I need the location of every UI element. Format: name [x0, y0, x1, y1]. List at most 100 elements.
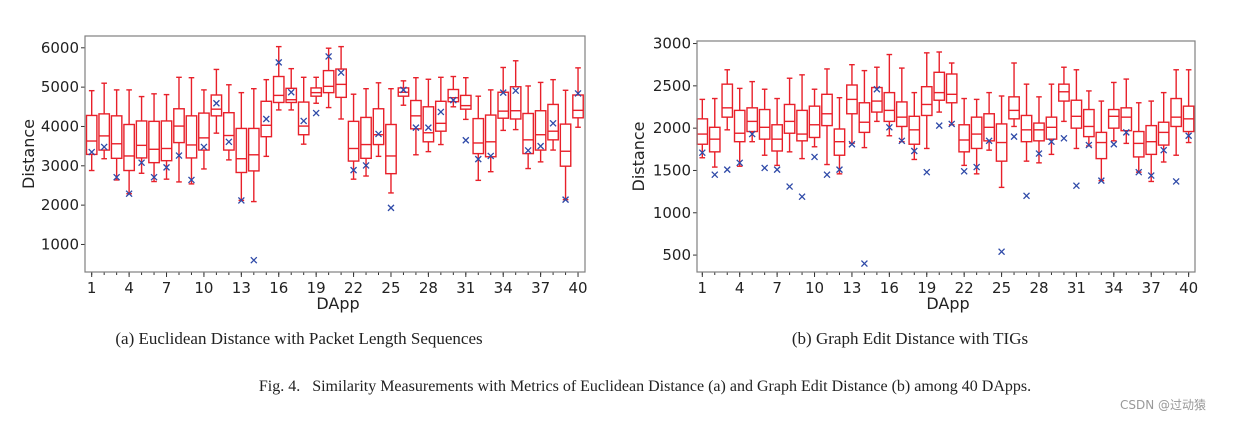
- box-dapp-22: [347, 93, 360, 180]
- x-tick-label: 22: [344, 279, 363, 297]
- box-iqr: [771, 124, 784, 152]
- mean-marker: [312, 109, 320, 117]
- box-iqr: [559, 123, 572, 167]
- box-dapp-38: [1157, 91, 1170, 163]
- box-iqr: [360, 116, 372, 160]
- box-iqr: [185, 115, 198, 159]
- mean-marker: [1122, 128, 1130, 136]
- box-dapp-28: [422, 78, 435, 153]
- y-tick-label: 1000: [653, 204, 691, 222]
- box-dapp-30: [1058, 66, 1070, 142]
- box-iqr: [920, 85, 933, 117]
- mean-marker: [362, 161, 370, 169]
- mean-marker: [200, 143, 208, 151]
- mean-marker: [462, 136, 470, 144]
- box-iqr: [160, 120, 173, 162]
- box-dapp-29: [1045, 83, 1058, 156]
- mean-marker: [175, 152, 183, 160]
- x-tick-label: 13: [232, 279, 251, 297]
- plot-frame: [84, 35, 586, 273]
- watermark: CSDN @过动猿: [1120, 397, 1206, 412]
- box-iqr: [1170, 97, 1183, 128]
- figure-caption: Fig. 4. Similarity Measurements with Met…: [259, 378, 1031, 395]
- x-tick-label: 19: [307, 279, 326, 297]
- box-iqr: [970, 116, 983, 150]
- x-tick-label: 31: [456, 279, 475, 297]
- box-dapp-36: [522, 85, 535, 170]
- box-dapp-4: [733, 87, 746, 167]
- box-dapp-38: [547, 78, 559, 151]
- mean-marker: [188, 176, 195, 184]
- x-tick-label: 40: [1179, 279, 1198, 297]
- box-iqr: [783, 103, 796, 134]
- mean-marker: [761, 164, 769, 172]
- box-dapp-25: [385, 88, 397, 212]
- x-axis-label: DApp: [316, 294, 359, 313]
- y-tick-label: 6000: [41, 39, 79, 57]
- box-iqr: [247, 127, 260, 172]
- box-iqr: [198, 112, 210, 151]
- mean-marker: [786, 183, 794, 190]
- box-iqr: [1132, 130, 1145, 158]
- box-dapp-7: [160, 93, 173, 180]
- box-dapp-37: [534, 81, 547, 163]
- mean-marker: [711, 171, 719, 179]
- box-iqr: [135, 120, 148, 159]
- x-tick-label: 22: [955, 279, 974, 297]
- y-tick-label: 500: [662, 246, 691, 264]
- mean-marker: [1097, 177, 1105, 185]
- y-tick-label: 1500: [653, 161, 691, 179]
- box-iqr: [534, 110, 547, 151]
- box-iqr: [322, 69, 335, 94]
- box-iqr: [1082, 108, 1095, 138]
- box-iqr: [1120, 107, 1133, 132]
- box-iqr: [222, 111, 235, 151]
- box-dapp-20: [322, 47, 335, 109]
- box-dapp-7: [771, 97, 784, 174]
- box-iqr: [933, 71, 946, 101]
- box-dapp-36: [1132, 102, 1145, 176]
- box-iqr: [260, 100, 273, 138]
- box-iqr: [372, 108, 385, 146]
- mean-marker: [387, 204, 395, 212]
- box-iqr: [1070, 99, 1083, 129]
- box-dapp-18: [297, 76, 310, 145]
- plot-frame: [696, 40, 1196, 273]
- box-dapp-1: [85, 89, 98, 172]
- box-dapp-2: [98, 82, 111, 160]
- box-dapp-15: [870, 66, 883, 123]
- box-iqr: [447, 88, 460, 103]
- box-dapp-4: [123, 89, 136, 198]
- x-tick-label: 37: [1142, 279, 1161, 297]
- box-dapp-22: [958, 97, 971, 175]
- mean-marker: [150, 173, 158, 181]
- mean-marker: [125, 190, 133, 198]
- box-iqr: [808, 105, 821, 139]
- box-dapp-33: [484, 89, 497, 173]
- box-iqr: [110, 115, 123, 160]
- mean-marker: [798, 193, 806, 201]
- box-dapp-39: [1170, 69, 1183, 185]
- mean-marker: [1172, 178, 1180, 185]
- box-iqr: [472, 117, 485, 155]
- y-tick-label: 4000: [41, 117, 79, 135]
- x-tick-label: 25: [381, 279, 400, 297]
- chart-graph-edit-distance: 500 1000 1500 2000 2500 3000 1 4 7 10 13 16 19 22 25 28…: [629, 35, 1198, 313]
- box-dapp-14: [858, 69, 871, 267]
- x-tick-label: 7: [772, 279, 782, 297]
- box-dapp-19: [920, 52, 933, 176]
- mean-marker: [474, 155, 482, 163]
- box-iqr: [459, 94, 472, 110]
- y-axis-label: Distance: [19, 119, 38, 189]
- box-dapp-31: [459, 76, 472, 144]
- mean-marker: [537, 142, 545, 150]
- box-iqr: [696, 118, 709, 145]
- box-iqr: [522, 112, 535, 155]
- subcaption-b: (b) Graph Edit Distance with TIGs: [792, 329, 1028, 348]
- box-dapp-30: [447, 75, 460, 108]
- box-dapp-26: [1008, 62, 1020, 141]
- box-dapp-21: [335, 45, 347, 120]
- mean-marker: [873, 85, 881, 93]
- box-dapp-5: [746, 80, 759, 143]
- x-tick-label: 34: [494, 279, 513, 297]
